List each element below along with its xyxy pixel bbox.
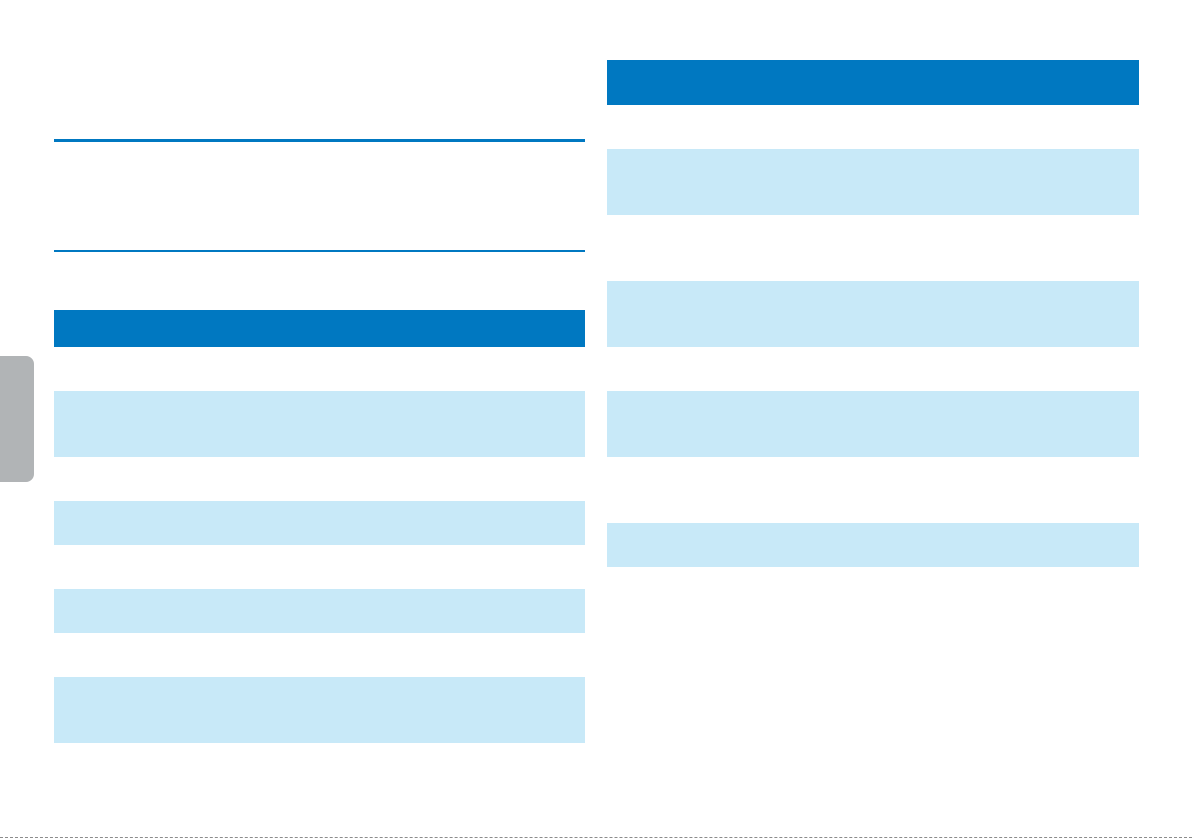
page-trim-line	[0, 837, 1192, 838]
table-row	[54, 501, 585, 545]
table-row	[607, 281, 1139, 347]
table-row	[607, 105, 1139, 149]
section-rule-top	[54, 139, 585, 142]
table-row	[54, 347, 585, 391]
right-table-header	[607, 60, 1139, 105]
section-rule-bottom	[54, 250, 585, 252]
side-tab	[0, 356, 34, 482]
table-row	[607, 457, 1139, 523]
table-row	[54, 545, 585, 589]
table-row	[607, 215, 1139, 281]
table-row	[54, 633, 585, 677]
table-row	[54, 589, 585, 633]
table-row	[54, 457, 585, 501]
table-row	[54, 677, 585, 743]
left-table-header	[54, 310, 585, 347]
table-row	[607, 149, 1139, 215]
table-row	[54, 391, 585, 457]
table-row	[607, 523, 1139, 567]
table-row	[607, 391, 1139, 457]
table-row	[607, 347, 1139, 391]
